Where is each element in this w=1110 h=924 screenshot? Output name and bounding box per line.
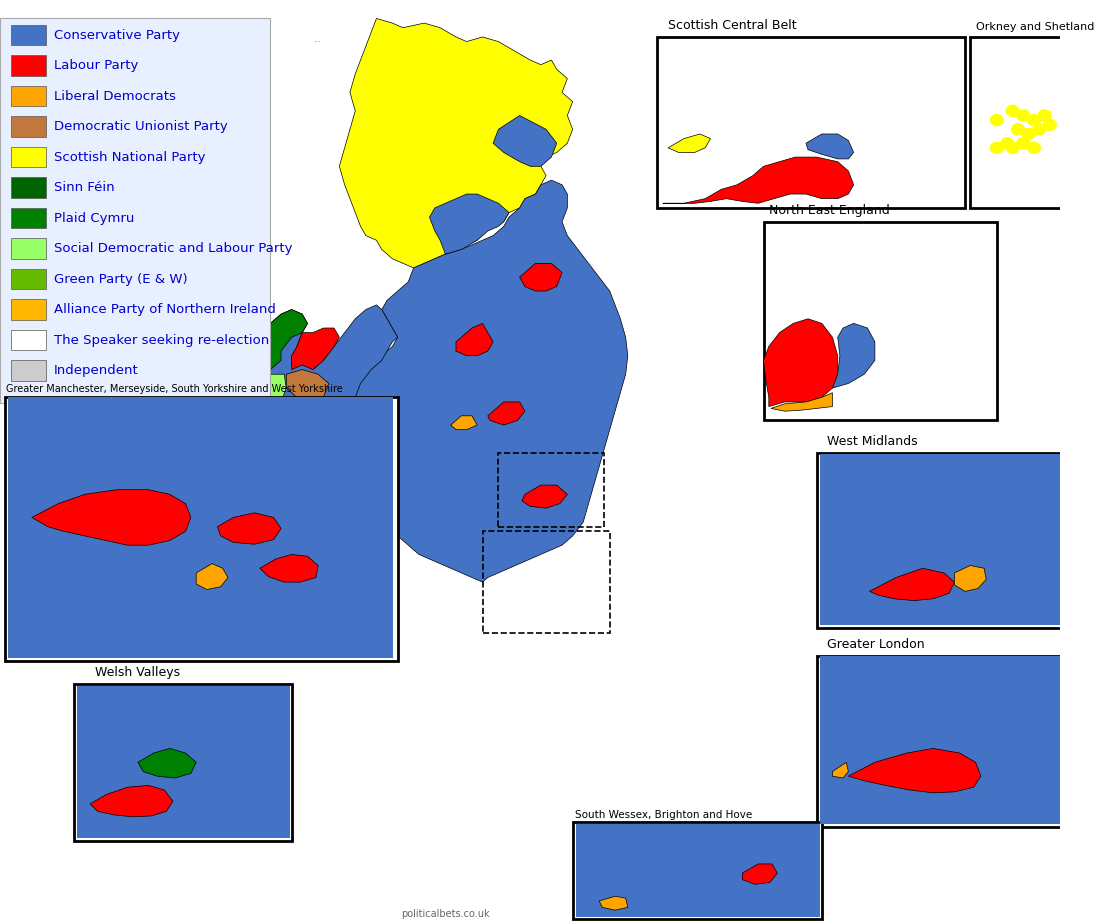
FancyBboxPatch shape bbox=[11, 86, 46, 106]
FancyBboxPatch shape bbox=[11, 360, 46, 381]
Polygon shape bbox=[260, 554, 319, 582]
Polygon shape bbox=[522, 485, 567, 508]
Polygon shape bbox=[519, 263, 562, 291]
Text: Conservative Party: Conservative Party bbox=[54, 29, 180, 42]
Text: Liberal Democrats: Liberal Democrats bbox=[54, 90, 176, 103]
Polygon shape bbox=[869, 568, 955, 601]
Circle shape bbox=[1007, 105, 1019, 116]
Bar bbox=[573, 822, 821, 919]
Text: Orkney and Shetland: Orkney and Shetland bbox=[976, 22, 1094, 32]
Bar bbox=[498, 453, 605, 527]
Text: ...: ... bbox=[313, 34, 321, 43]
Polygon shape bbox=[487, 402, 525, 425]
Bar bbox=[817, 453, 1092, 628]
Text: South Wessex, Brighton and Hove: South Wessex, Brighton and Hove bbox=[575, 809, 751, 820]
Text: North East England: North East England bbox=[769, 204, 889, 217]
Text: Alliance Party of Northern Ireland: Alliance Party of Northern Ireland bbox=[54, 303, 276, 316]
Bar bbox=[817, 656, 1098, 827]
Polygon shape bbox=[832, 762, 848, 778]
Polygon shape bbox=[456, 323, 493, 356]
Polygon shape bbox=[340, 18, 573, 268]
FancyBboxPatch shape bbox=[11, 177, 46, 198]
FancyBboxPatch shape bbox=[11, 330, 46, 350]
Polygon shape bbox=[196, 564, 228, 590]
Bar bbox=[764, 222, 997, 420]
Circle shape bbox=[1033, 124, 1046, 135]
FancyBboxPatch shape bbox=[11, 55, 46, 76]
Circle shape bbox=[1022, 128, 1035, 140]
Polygon shape bbox=[430, 194, 509, 254]
Circle shape bbox=[1043, 119, 1057, 130]
Circle shape bbox=[1017, 110, 1030, 121]
Polygon shape bbox=[955, 565, 986, 591]
Polygon shape bbox=[286, 370, 329, 402]
Text: Greater London: Greater London bbox=[827, 638, 925, 651]
Bar bbox=[970, 37, 1092, 208]
Bar bbox=[819, 454, 1090, 625]
Bar bbox=[819, 656, 1096, 824]
Polygon shape bbox=[663, 157, 854, 203]
Polygon shape bbox=[218, 513, 281, 544]
Circle shape bbox=[1007, 142, 1019, 153]
Circle shape bbox=[1028, 115, 1040, 126]
Polygon shape bbox=[263, 305, 397, 471]
Circle shape bbox=[1001, 138, 1013, 149]
Text: Welsh Valleys: Welsh Valleys bbox=[95, 666, 181, 679]
Text: Plaid Cymru: Plaid Cymru bbox=[54, 212, 134, 225]
Text: politicalbets.co.uk: politicalbets.co.uk bbox=[401, 909, 490, 919]
Polygon shape bbox=[743, 864, 777, 884]
FancyBboxPatch shape bbox=[0, 18, 271, 403]
Polygon shape bbox=[599, 896, 628, 910]
FancyBboxPatch shape bbox=[11, 25, 46, 45]
FancyBboxPatch shape bbox=[11, 208, 46, 228]
Text: Labour Party: Labour Party bbox=[54, 59, 139, 72]
Text: Democratic Unionist Party: Democratic Unionist Party bbox=[54, 120, 228, 133]
Bar bbox=[657, 37, 965, 208]
Polygon shape bbox=[263, 310, 307, 370]
Polygon shape bbox=[764, 319, 838, 407]
Polygon shape bbox=[292, 328, 340, 370]
Circle shape bbox=[1011, 124, 1025, 135]
Polygon shape bbox=[32, 490, 191, 545]
Polygon shape bbox=[451, 416, 477, 430]
Text: Greater Manchester, Merseyside, South Yorkshire and West Yorkshire: Greater Manchester, Merseyside, South Yo… bbox=[7, 383, 343, 394]
Polygon shape bbox=[832, 323, 875, 388]
FancyBboxPatch shape bbox=[11, 116, 46, 137]
Bar bbox=[74, 684, 292, 841]
Text: Independent: Independent bbox=[54, 364, 139, 377]
FancyBboxPatch shape bbox=[11, 147, 46, 167]
Text: Sinn Féin: Sinn Féin bbox=[54, 181, 114, 194]
Polygon shape bbox=[260, 374, 286, 408]
Circle shape bbox=[990, 115, 1003, 126]
Polygon shape bbox=[848, 748, 981, 793]
Text: Green Party (E & W): Green Party (E & W) bbox=[54, 273, 188, 286]
Text: West Midlands: West Midlands bbox=[827, 435, 918, 448]
Bar bbox=[483, 531, 609, 633]
Polygon shape bbox=[281, 397, 313, 420]
Polygon shape bbox=[806, 134, 854, 159]
Polygon shape bbox=[493, 116, 557, 166]
Polygon shape bbox=[90, 785, 173, 817]
Bar bbox=[6, 397, 397, 661]
Polygon shape bbox=[668, 134, 710, 152]
FancyBboxPatch shape bbox=[11, 269, 46, 289]
FancyBboxPatch shape bbox=[11, 238, 46, 259]
Bar bbox=[576, 824, 819, 917]
Polygon shape bbox=[347, 180, 628, 582]
Text: Scottish National Party: Scottish National Party bbox=[54, 151, 205, 164]
Bar bbox=[9, 397, 393, 658]
FancyBboxPatch shape bbox=[11, 299, 46, 320]
Bar bbox=[78, 686, 290, 838]
Circle shape bbox=[1017, 138, 1030, 149]
Circle shape bbox=[1038, 110, 1051, 121]
Text: Scottish Central Belt: Scottish Central Belt bbox=[668, 19, 797, 32]
Text: Social Democratic and Labour Party: Social Democratic and Labour Party bbox=[54, 242, 293, 255]
Text: The Speaker seeking re-election: The Speaker seeking re-election bbox=[54, 334, 270, 346]
Polygon shape bbox=[138, 748, 196, 778]
Polygon shape bbox=[771, 393, 832, 411]
Circle shape bbox=[990, 142, 1003, 153]
Circle shape bbox=[1028, 142, 1040, 153]
Polygon shape bbox=[254, 365, 334, 425]
